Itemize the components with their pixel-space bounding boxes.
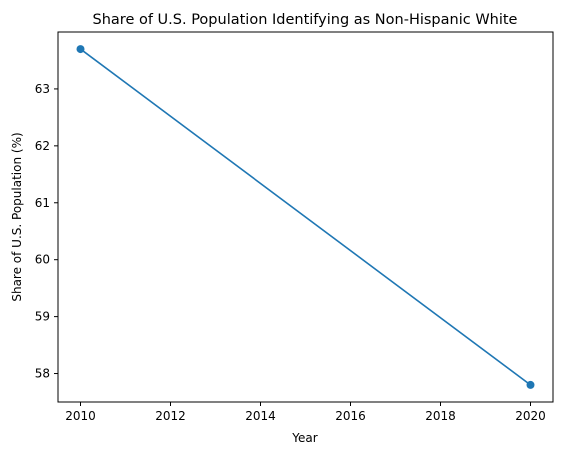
chart-title: Share of U.S. Population Identifying as … bbox=[93, 12, 518, 28]
series-layer bbox=[76, 45, 535, 389]
y-axis-ticks: 58 59 60 61 62 63 bbox=[35, 82, 58, 381]
x-tick-label: 2016 bbox=[335, 409, 366, 423]
data-point bbox=[76, 45, 85, 54]
x-tick-label: 2020 bbox=[515, 409, 546, 423]
x-axis-label: Year bbox=[291, 431, 317, 445]
x-tick-label: 2012 bbox=[155, 409, 186, 423]
x-tick-label: 2018 bbox=[425, 409, 456, 423]
y-tick-label: 61 bbox=[35, 196, 50, 210]
series-line bbox=[80, 48, 531, 386]
x-tick-label: 2010 bbox=[65, 409, 96, 423]
x-axis-ticks: 2010 2012 2014 2016 2018 2020 bbox=[65, 402, 546, 423]
y-tick-label: 63 bbox=[35, 82, 50, 96]
x-tick-label: 2014 bbox=[245, 409, 276, 423]
plot-area bbox=[57, 31, 554, 403]
y-tick-label: 59 bbox=[35, 310, 50, 324]
y-tick-label: 58 bbox=[35, 367, 50, 381]
y-axis-label: Share of U.S. Population (%) bbox=[10, 132, 24, 301]
y-tick-label: 62 bbox=[35, 139, 50, 153]
y-tick-label: 60 bbox=[35, 253, 50, 267]
data-point bbox=[526, 380, 535, 389]
